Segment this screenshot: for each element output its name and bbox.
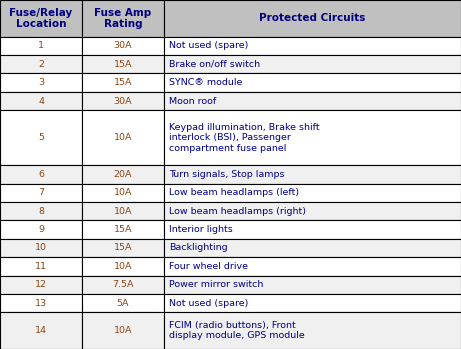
Bar: [0, 239, 82, 257]
Bar: [82, 239, 164, 257]
Bar: [0, 184, 82, 202]
Text: 10A: 10A: [114, 207, 132, 216]
Text: 7: 7: [38, 188, 44, 198]
Text: 8: 8: [38, 207, 44, 216]
Text: 15A: 15A: [114, 60, 132, 69]
Text: 10A: 10A: [114, 188, 132, 198]
Bar: [0, 92, 82, 110]
Text: 30A: 30A: [114, 97, 132, 105]
Bar: [164, 165, 461, 184]
Bar: [0, 37, 82, 55]
Bar: [82, 165, 164, 184]
Bar: [164, 74, 461, 92]
Bar: [164, 294, 461, 312]
Bar: [0, 74, 82, 92]
Text: 5: 5: [38, 133, 44, 142]
Bar: [0, 165, 82, 184]
Text: Power mirror switch: Power mirror switch: [169, 280, 263, 289]
Bar: [82, 275, 164, 294]
Text: Interior lights: Interior lights: [169, 225, 233, 234]
Bar: [164, 312, 461, 349]
Text: 6: 6: [38, 170, 44, 179]
Bar: [82, 37, 164, 55]
Bar: [82, 92, 164, 110]
Bar: [82, 74, 164, 92]
Bar: [164, 221, 461, 239]
Bar: [0, 221, 82, 239]
Text: Backlighting: Backlighting: [169, 244, 228, 252]
Text: 10A: 10A: [114, 326, 132, 335]
Text: Moon roof: Moon roof: [169, 97, 216, 105]
Bar: [82, 0, 164, 37]
Text: 3: 3: [38, 78, 44, 87]
Bar: [164, 92, 461, 110]
Bar: [164, 202, 461, 221]
Text: 10A: 10A: [114, 262, 132, 271]
Text: FCIM (radio buttons), Front
display module, GPS module: FCIM (radio buttons), Front display modu…: [169, 321, 305, 340]
Bar: [82, 55, 164, 74]
Text: Fuse/Relay
Location: Fuse/Relay Location: [9, 8, 73, 29]
Text: 20A: 20A: [114, 170, 132, 179]
Text: 1: 1: [38, 42, 44, 50]
Bar: [0, 257, 82, 275]
Bar: [164, 275, 461, 294]
Bar: [164, 184, 461, 202]
Bar: [164, 55, 461, 74]
Bar: [0, 0, 82, 37]
Text: 10A: 10A: [114, 133, 132, 142]
Bar: [164, 37, 461, 55]
Bar: [82, 257, 164, 275]
Text: 5A: 5A: [117, 299, 129, 307]
Bar: [82, 294, 164, 312]
Bar: [0, 275, 82, 294]
Bar: [0, 202, 82, 221]
Text: 13: 13: [35, 299, 47, 307]
Text: Low beam headlamps (left): Low beam headlamps (left): [169, 188, 299, 198]
Bar: [82, 110, 164, 165]
Text: 15A: 15A: [114, 225, 132, 234]
Bar: [82, 221, 164, 239]
Text: SYNC® module: SYNC® module: [169, 78, 242, 87]
Text: 15A: 15A: [114, 78, 132, 87]
Text: 7.5A: 7.5A: [112, 280, 134, 289]
Text: 9: 9: [38, 225, 44, 234]
Text: 15A: 15A: [114, 244, 132, 252]
Text: 10: 10: [35, 244, 47, 252]
Text: 4: 4: [38, 97, 44, 105]
Bar: [82, 202, 164, 221]
Text: 14: 14: [35, 326, 47, 335]
Text: Fuse Amp
Rating: Fuse Amp Rating: [95, 8, 152, 29]
Text: Keypad illumination, Brake shift
interlock (BSI), Passenger
compartment fuse pan: Keypad illumination, Brake shift interlo…: [169, 123, 319, 153]
Bar: [0, 294, 82, 312]
Bar: [0, 312, 82, 349]
Bar: [164, 257, 461, 275]
Text: Not used (spare): Not used (spare): [169, 299, 248, 307]
Text: Four wheel drive: Four wheel drive: [169, 262, 248, 271]
Bar: [164, 239, 461, 257]
Text: Low beam headlamps (right): Low beam headlamps (right): [169, 207, 306, 216]
Bar: [164, 0, 461, 37]
Bar: [0, 110, 82, 165]
Text: 12: 12: [35, 280, 47, 289]
Bar: [82, 184, 164, 202]
Text: Turn signals, Stop lamps: Turn signals, Stop lamps: [169, 170, 284, 179]
Text: 30A: 30A: [114, 42, 132, 50]
Text: Brake on/off switch: Brake on/off switch: [169, 60, 260, 69]
Text: Not used (spare): Not used (spare): [169, 42, 248, 50]
Text: Protected Circuits: Protected Circuits: [259, 13, 366, 23]
Bar: [0, 55, 82, 74]
Bar: [164, 110, 461, 165]
Bar: [82, 312, 164, 349]
Text: 2: 2: [38, 60, 44, 69]
Text: 11: 11: [35, 262, 47, 271]
